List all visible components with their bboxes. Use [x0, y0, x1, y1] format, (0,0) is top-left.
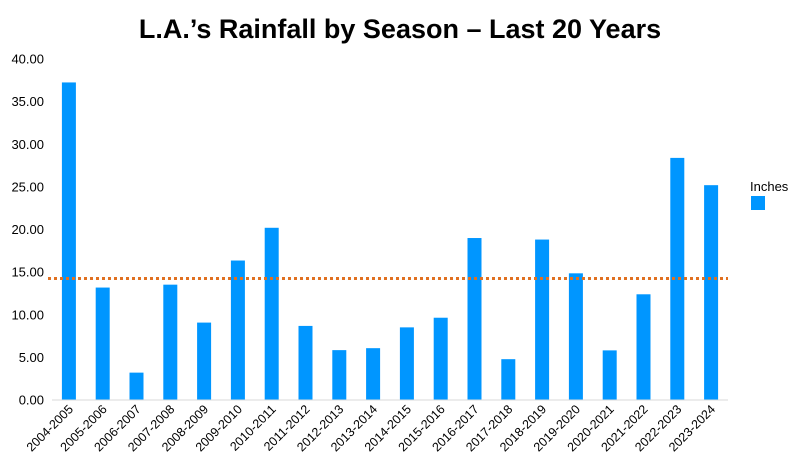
bar — [501, 359, 516, 400]
bar — [197, 322, 212, 400]
bar — [61, 82, 76, 400]
bar — [602, 350, 617, 400]
y-tick-label: 20.00 — [11, 222, 44, 237]
bar — [704, 185, 719, 400]
y-tick-label: 30.00 — [11, 137, 44, 152]
y-tick-label: 10.00 — [11, 307, 44, 322]
bar — [264, 227, 279, 400]
bar — [399, 327, 414, 400]
bar — [568, 273, 583, 400]
y-tick-label: 0.00 — [19, 393, 44, 408]
legend: Inches — [750, 179, 789, 210]
bars-group — [61, 82, 719, 400]
legend-label: Inches — [750, 179, 789, 194]
bar — [163, 284, 178, 400]
y-tick-label: 5.00 — [19, 350, 44, 365]
bar — [636, 294, 651, 400]
y-tick-label: 40.00 — [11, 52, 44, 67]
bar — [95, 287, 110, 400]
bar — [129, 372, 144, 400]
y-tick-label: 35.00 — [11, 94, 44, 109]
y-axis: 0.00 5.00 10.00 15.00 20.00 25.00 30.00 35.00 40… — [11, 52, 44, 408]
x-axis: 2004-20052005-20062006-20072007-20082008… — [24, 399, 728, 454]
bar — [298, 325, 313, 400]
y-tick-label: 25.00 — [11, 179, 44, 194]
y-tick-label: 15.00 — [11, 265, 44, 280]
bar — [433, 317, 448, 400]
bar — [535, 239, 550, 400]
legend-swatch — [751, 196, 765, 210]
bar — [366, 348, 381, 400]
bar — [332, 350, 347, 400]
chart-title: L.A.’s Rainfall by Season – Last 20 Year… — [138, 14, 662, 44]
bar — [467, 238, 482, 400]
bar — [230, 260, 245, 400]
bar — [670, 157, 685, 400]
